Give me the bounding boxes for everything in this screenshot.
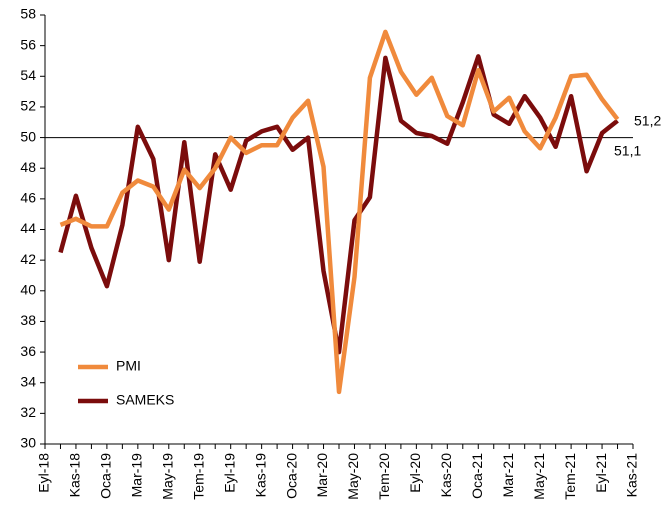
- x-tick-label: Mar-19: [129, 453, 145, 498]
- x-tick-label: Eyl-20: [407, 453, 423, 493]
- x-tick-label: Eyl-21: [593, 453, 609, 493]
- y-tick-label: 46: [20, 190, 36, 206]
- y-tick-label: 52: [20, 98, 36, 114]
- x-tick-label: Eyl-18: [36, 453, 52, 493]
- x-tick-label: Oca-21: [469, 453, 485, 499]
- x-tick-label: Kas-18: [67, 453, 83, 498]
- y-tick-label: 56: [20, 36, 36, 52]
- x-tick-label: May-21: [531, 453, 547, 500]
- x-tick-label: Oca-19: [98, 453, 114, 499]
- x-tick-label: Tem-20: [376, 453, 392, 500]
- y-tick-label: 42: [20, 251, 36, 267]
- x-tick-label: Kas-20: [438, 453, 454, 498]
- y-tick-label: 44: [20, 220, 36, 236]
- y-tick-label: 48: [20, 159, 36, 175]
- legend-label: PMI: [116, 358, 141, 374]
- x-tick-label: Eyl-19: [221, 453, 237, 493]
- y-tick-label: 38: [20, 312, 36, 328]
- legend-label: SAMEKS: [116, 392, 174, 408]
- y-tick-label: 36: [20, 343, 36, 359]
- y-tick-label: 32: [20, 404, 36, 420]
- x-tick-label: Kas-19: [252, 453, 268, 498]
- x-tick-label: Kas-21: [624, 453, 640, 498]
- y-tick-label: 58: [20, 6, 36, 22]
- x-tick-label: May-20: [345, 453, 361, 500]
- x-tick-label: Mar-21: [500, 453, 516, 498]
- x-tick-label: Tem-19: [190, 453, 206, 500]
- series-line: [58, 54, 619, 355]
- y-tick-label: 50: [20, 128, 36, 144]
- annotation: 51,1: [614, 143, 641, 159]
- y-tick-label: 30: [20, 435, 36, 451]
- x-tick-label: Mar-20: [314, 453, 330, 498]
- x-tick-label: May-19: [159, 453, 175, 500]
- x-tick-label: Tem-21: [562, 453, 578, 500]
- series-line: [59, 29, 620, 395]
- y-tick-label: 34: [20, 373, 36, 389]
- y-tick-label: 40: [20, 281, 36, 297]
- y-tick-label: 54: [20, 67, 36, 83]
- x-tick-label: Oca-20: [283, 453, 299, 499]
- annotation: 51,2: [634, 113, 661, 129]
